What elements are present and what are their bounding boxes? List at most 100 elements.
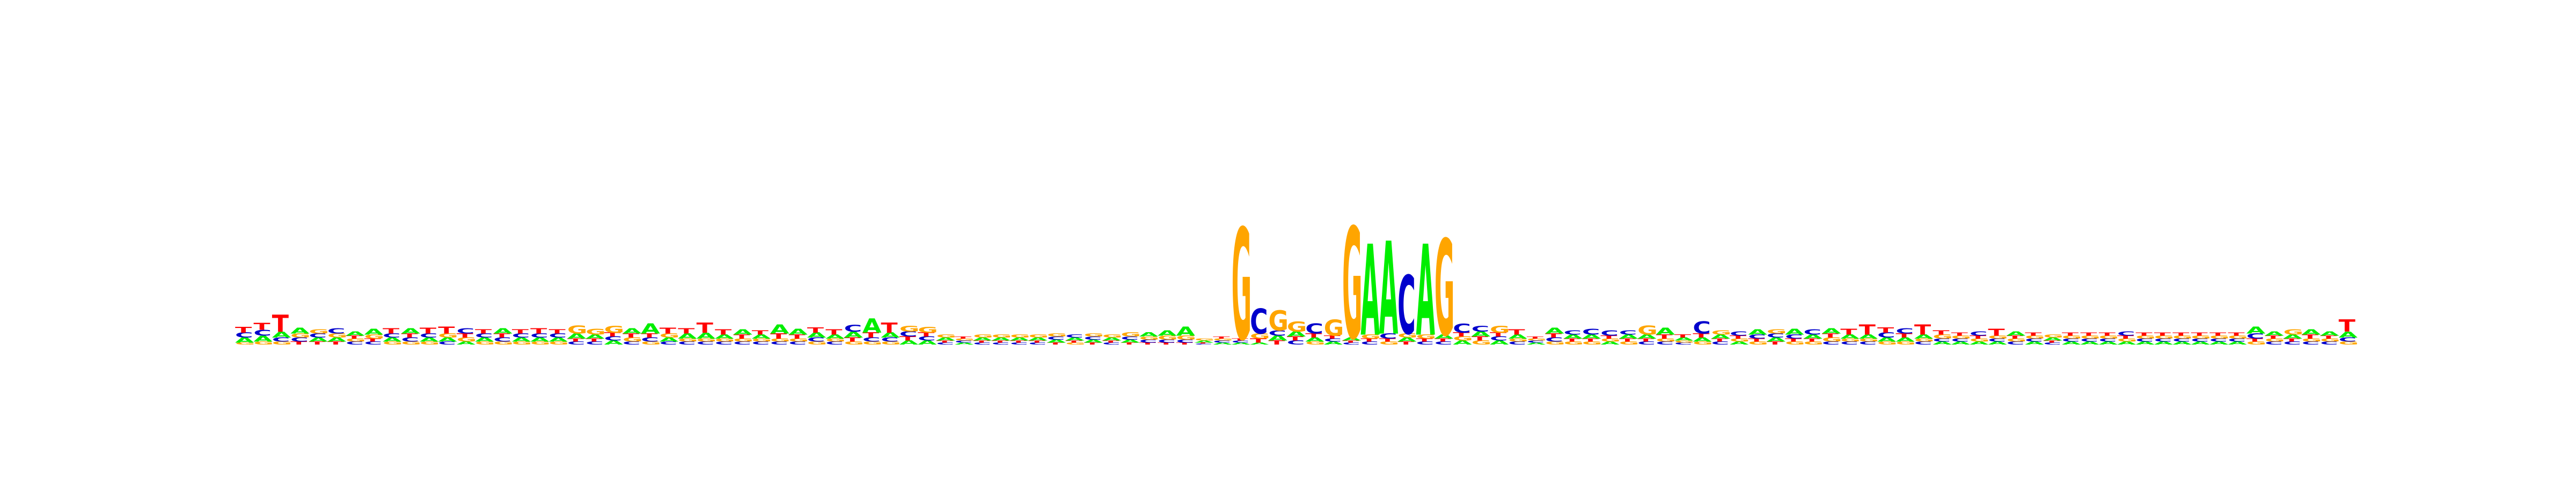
logo-letter-g: G — [567, 324, 588, 336]
logo-letter-g: G — [1342, 197, 1363, 375]
logo-letter-g: G — [752, 338, 772, 342]
logo-letter-c: C — [364, 341, 383, 346]
logo-letter-c: C — [1804, 328, 1822, 336]
logo-letter-c: C — [862, 336, 881, 343]
logo-letter-t: T — [2302, 333, 2319, 340]
logo-letter-a: A — [992, 336, 1011, 341]
logo-letter-c: C — [1822, 341, 1840, 346]
logo-letter-a: A — [1139, 332, 1159, 338]
logo-letter-a: A — [641, 320, 660, 337]
logo-letter-c: C — [1360, 341, 1379, 346]
logo-letter-a: A — [1951, 341, 1971, 346]
logo-letter-a: A — [1176, 324, 1195, 339]
logo-letter-t: T — [862, 331, 879, 339]
logo-letter-c: C — [1176, 339, 1195, 343]
logo-letter-t: T — [1527, 336, 1544, 339]
logo-letter-stacks: GACTGACTGCATTCGATACGTAGCCGTACTGAGACTGCTA… — [235, 197, 2359, 376]
logo-letter-t: T — [1656, 333, 1673, 340]
logo-letter-a: A — [567, 332, 586, 340]
logo-letter-t: T — [1102, 340, 1119, 343]
logo-letter-g: G — [697, 338, 717, 342]
logo-letter-g: G — [549, 341, 569, 346]
logo-letter-c: C — [1028, 342, 1046, 345]
logo-letter-t: T — [2044, 340, 2061, 343]
logo-letter-g: G — [1767, 328, 1787, 335]
logo-letter-g: G — [1324, 315, 1344, 341]
logo-letter-t: T — [2007, 335, 2024, 340]
logo-letter-c: C — [512, 332, 530, 339]
logo-letter-g: G — [1139, 335, 1160, 340]
logo-letter-t: T — [438, 325, 455, 336]
logo-letter-g: G — [1933, 333, 1953, 340]
logo-letter-c: C — [272, 336, 290, 343]
logo-letter-a: A — [2025, 341, 2044, 346]
logo-letter-a: A — [1840, 333, 1860, 340]
logo-letter-a: A — [235, 336, 254, 344]
logo-letter-g: G — [899, 324, 920, 334]
logo-letter-a: A — [955, 342, 975, 345]
logo-letter-c: C — [733, 341, 751, 346]
logo-letter-g: G — [2044, 334, 2064, 339]
logo-letter-a: A — [1435, 333, 1454, 340]
logo-letter-a: A — [2191, 341, 2211, 346]
logo-letter-c: C — [1951, 338, 1970, 342]
logo-letter-c: C — [1600, 329, 1619, 337]
logo-letter-c: C — [1490, 335, 1508, 342]
logo-letter-t: T — [1176, 342, 1194, 345]
logo-letter-g: G — [1213, 338, 1233, 341]
logo-letter-t: T — [1342, 340, 1359, 343]
logo-letter-a: A — [1822, 327, 1841, 335]
logo-letter-t: T — [2320, 335, 2337, 340]
logo-letter-a: A — [327, 336, 347, 343]
logo-letter-g: G — [1028, 334, 1049, 339]
logo-letter-c: C — [1065, 334, 1084, 339]
logo-letter-t: T — [1250, 338, 1267, 344]
logo-letter-a: A — [1047, 339, 1066, 343]
logo-letter-a: A — [862, 315, 882, 338]
logo-letter-g: G — [2172, 335, 2193, 340]
logo-letter-a: A — [1970, 341, 1989, 346]
logo-letter-g: G — [2265, 338, 2285, 342]
logo-letter-c: C — [697, 341, 715, 346]
logo-letter-g: G — [1268, 305, 1289, 337]
logo-letter-g: G — [862, 341, 883, 346]
logo-letter-a: A — [2099, 341, 2118, 346]
logo-letter-t: T — [752, 330, 769, 336]
logo-letter-g: G — [1619, 341, 1640, 346]
logo-letter-g: G — [1877, 341, 1898, 346]
logo-letter-a: A — [1472, 330, 1490, 338]
logo-letter-g: G — [309, 328, 330, 335]
logo-letter-t: T — [899, 335, 917, 342]
logo-letter-c: C — [2283, 341, 2301, 346]
logo-letter-c: C — [1988, 338, 2006, 342]
logo-letter-c: C — [1933, 338, 1951, 342]
logo-letter-t: T — [1158, 342, 1175, 345]
logo-letter-a: A — [807, 331, 826, 339]
logo-letter-a: A — [2117, 341, 2136, 346]
